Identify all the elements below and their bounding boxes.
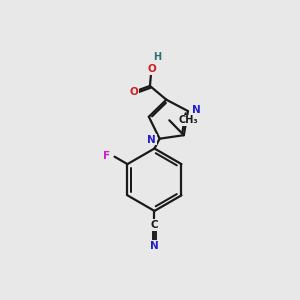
Text: H: H [153, 52, 161, 62]
Text: N: N [147, 135, 156, 145]
Text: C: C [151, 220, 158, 230]
Text: F: F [103, 151, 110, 161]
Text: CH₃: CH₃ [179, 115, 199, 125]
Text: O: O [129, 87, 138, 97]
Text: N: N [150, 241, 159, 251]
Text: N: N [192, 105, 200, 115]
Text: O: O [147, 64, 156, 74]
